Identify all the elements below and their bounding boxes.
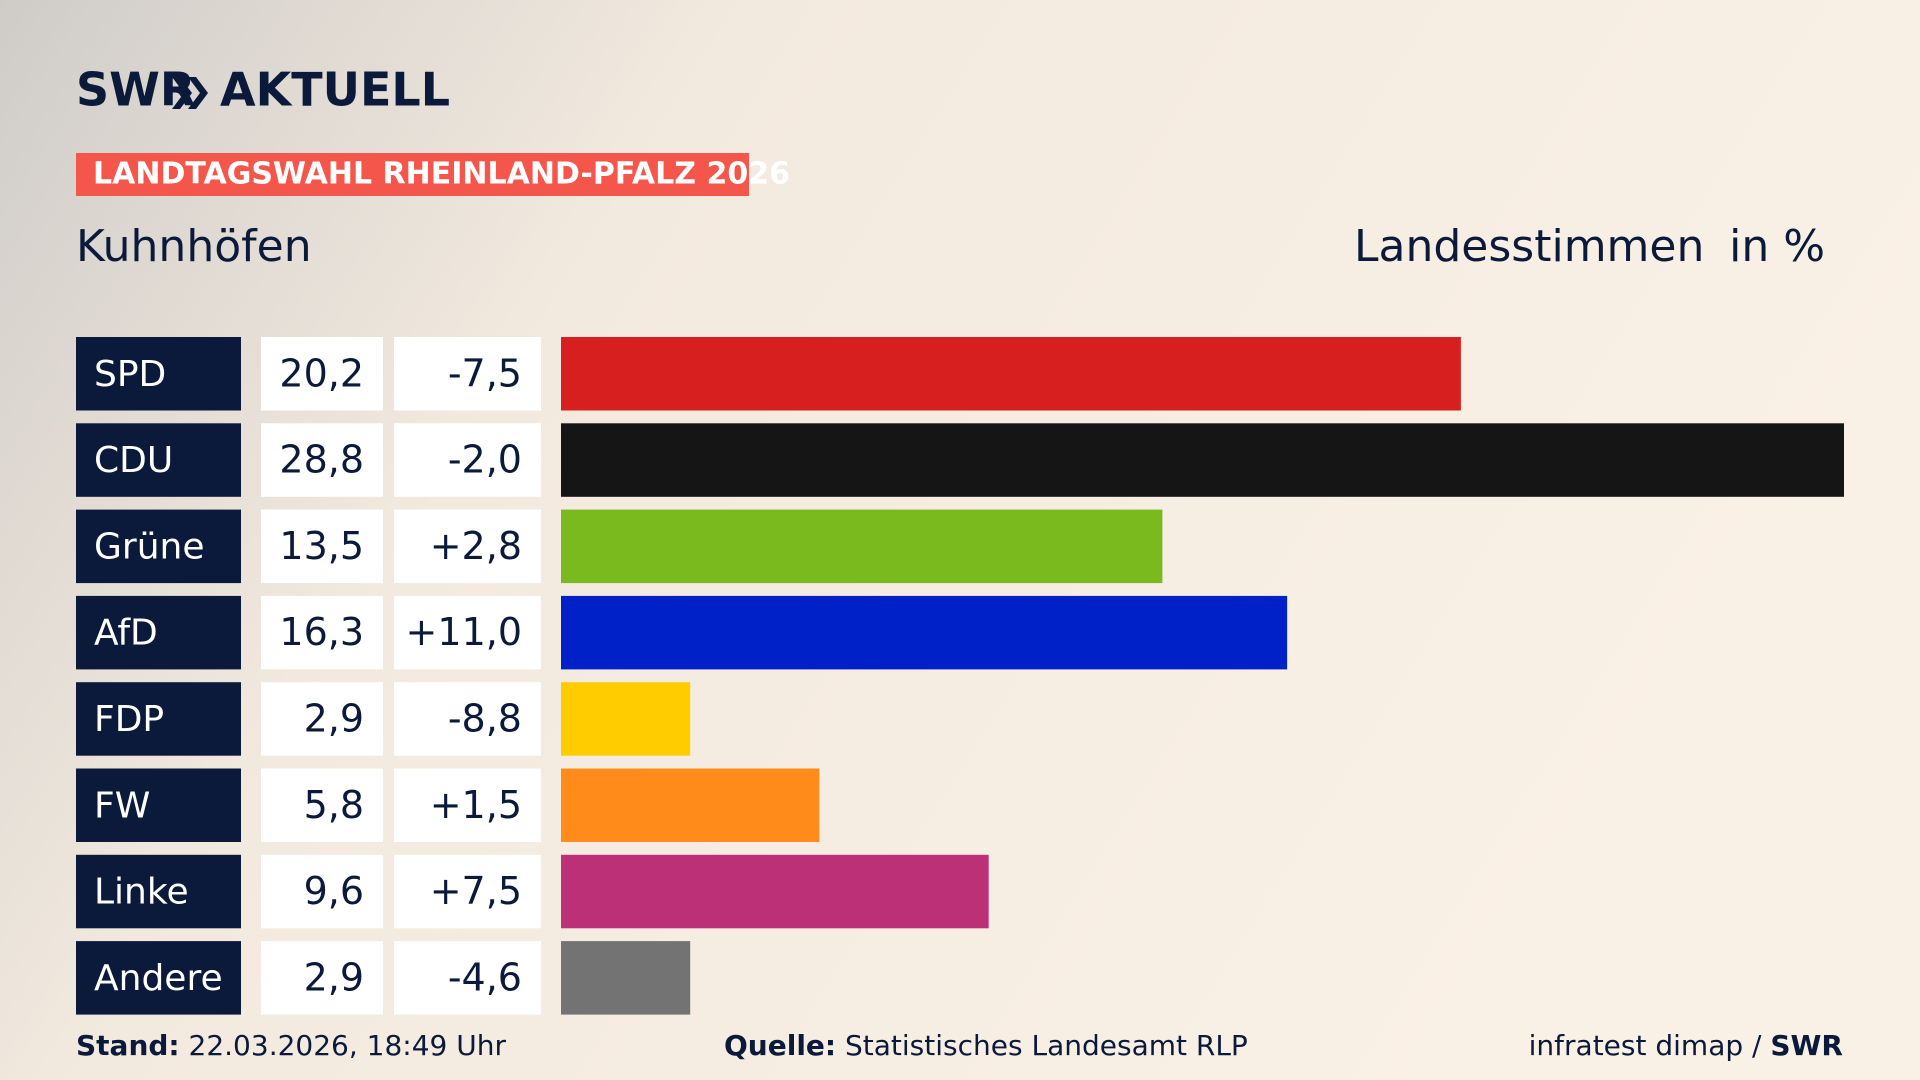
unit: in % [1729, 221, 1825, 272]
party-cell [76, 337, 241, 411]
change-label: -4,6 [448, 955, 522, 999]
value-cell [261, 337, 383, 411]
value-cell [261, 854, 383, 929]
change-label: -8,8 [448, 696, 522, 740]
change-label: +7,5 [430, 869, 522, 913]
value-label: 16,3 [279, 610, 364, 654]
stand: Stand: 22.03.2026, 18:49 Uhr [76, 1029, 506, 1062]
banner: LANDTAGSWAHL RHEINLAND-PFALZ 2026 [93, 157, 790, 192]
change-label: -2,0 [448, 438, 522, 482]
party-cell [76, 509, 241, 584]
source-value: Statistisches Landesamt RLP [845, 1029, 1248, 1062]
value-label: 13,5 [279, 524, 364, 568]
party-name: Linke [94, 872, 189, 913]
stand-label: Stand: [76, 1029, 180, 1062]
banner-bg [76, 153, 749, 196]
change-label: -7,5 [448, 351, 522, 395]
credit: infratest dimap / SWR [1529, 1029, 1843, 1062]
party-name: FW [94, 785, 150, 826]
change-cell [394, 337, 541, 411]
change-cell [394, 595, 541, 670]
change-label: +2,8 [430, 524, 522, 568]
change-cell [394, 941, 541, 1015]
bar [561, 682, 691, 756]
bar [561, 941, 691, 1015]
value-label: 2,9 [304, 955, 364, 999]
party-name: AfD [94, 613, 158, 654]
party-cell [76, 682, 241, 756]
party-name: Grüne [94, 526, 204, 567]
change-label: +1,5 [430, 783, 522, 827]
source: Quelle: Statistisches Landesamt RLP [724, 1029, 1248, 1062]
change-cell [394, 509, 541, 584]
party-cell [76, 595, 241, 670]
value-cell [261, 595, 383, 670]
chevrons [172, 77, 208, 109]
party-cell [76, 854, 241, 929]
logo: SWR AKTUELL [76, 63, 450, 117]
party-name: SPD [94, 354, 166, 395]
credit-text: infratest dimap / [1529, 1029, 1762, 1062]
change-cell [394, 854, 541, 929]
value-label: 20,2 [279, 351, 364, 395]
stand-value: 22.03.2026, 18:49 Uhr [189, 1029, 507, 1062]
bar [561, 337, 1461, 411]
party-cell [76, 941, 241, 1015]
value-label: 5,8 [304, 783, 364, 827]
bar [561, 509, 1163, 584]
bar [561, 595, 1288, 670]
change-cell [394, 423, 541, 497]
party-name: CDU [94, 440, 173, 481]
chart-title: Kuhnhöfen [76, 221, 312, 272]
value-label: 28,8 [279, 438, 364, 482]
change-cell [394, 682, 541, 756]
party-cell [76, 768, 241, 842]
value-cell [261, 423, 383, 497]
party-name: FDP [94, 699, 164, 740]
bar [561, 423, 1844, 497]
party-cell [76, 423, 241, 497]
brand-section: AKTUELL [220, 63, 450, 117]
value-cell [261, 768, 383, 842]
change-cell [394, 768, 541, 842]
change-label: +11,0 [406, 610, 522, 654]
credit-brand: SWR [1770, 1029, 1843, 1062]
party-name: Andere [94, 958, 223, 999]
bar [561, 854, 989, 929]
value-cell [261, 682, 383, 756]
source-label: Quelle: [724, 1029, 836, 1062]
value-cell [261, 509, 383, 584]
measure: Landesstimmen [1354, 221, 1704, 272]
value-cell [261, 941, 383, 1015]
value-label: 2,9 [304, 696, 364, 740]
value-label: 9,6 [304, 869, 364, 913]
bar [561, 768, 820, 842]
